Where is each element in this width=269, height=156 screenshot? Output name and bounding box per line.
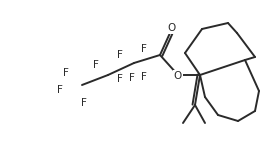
Text: F: F [63, 68, 69, 78]
Text: F: F [117, 74, 123, 84]
Text: O: O [168, 23, 176, 33]
Text: F: F [129, 73, 135, 83]
Text: O: O [174, 71, 182, 81]
Text: F: F [57, 85, 63, 95]
Text: F: F [81, 98, 87, 108]
Text: F: F [141, 72, 147, 82]
Text: F: F [117, 50, 123, 60]
Text: F: F [93, 60, 99, 70]
Text: F: F [141, 44, 147, 54]
